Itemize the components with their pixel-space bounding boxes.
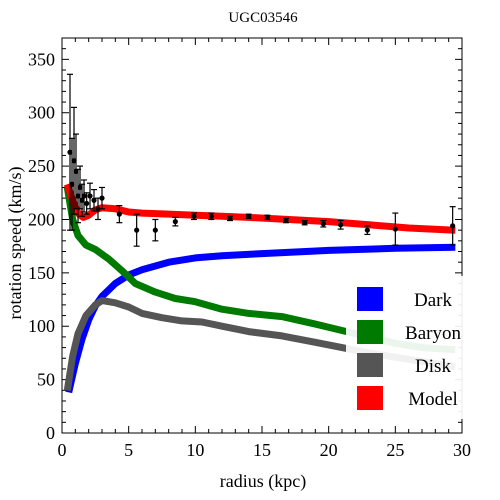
x-tick-label: 25 [386,440,404,460]
legend-swatch-disk [357,353,383,377]
observation-point [191,213,197,219]
legend-swatch-model [357,386,383,410]
legend-label-dark: Dark [414,290,452,311]
legend-swatch-baryon [357,320,383,344]
observation-point [364,227,370,233]
series-line-dark [65,243,456,394]
x-tick-label: 30 [453,440,471,460]
observation-point [320,221,326,227]
observation-point [134,227,140,233]
observation-point [172,219,178,225]
y-tick-label: 0 [46,423,55,443]
y-tick-label: 50 [37,370,55,390]
legend-label-model: Model [408,389,458,410]
y-tick-label: 200 [28,209,55,229]
observation-point [338,222,344,228]
y-tick-label: 300 [28,103,55,123]
observation-point [116,211,122,217]
series-line-model [63,183,456,234]
observation-point [227,215,233,222]
y-tick-label: 150 [28,263,55,283]
x-tick-label: 20 [320,440,338,460]
observation-point [73,168,79,175]
y-axis-label: rotation speed (km/s) [5,167,26,320]
y-tick-label: 350 [28,49,55,69]
observation-point [264,214,270,220]
observation-point [69,181,75,187]
observation-point [246,213,252,219]
observation-point [77,184,83,191]
observation-point [392,226,398,232]
observation-point [302,220,308,226]
observation-point [95,206,101,212]
x-tick-label: 0 [58,440,67,460]
observation-point [99,195,105,201]
observation-point [87,193,93,199]
y-tick-label: 250 [28,156,55,176]
observation-point [450,223,456,229]
x-tick-label: 10 [186,440,204,460]
observation-point [75,193,81,199]
observation-point [71,158,77,164]
legend-label-disk: Disk [415,356,451,377]
x-tick-label: 15 [253,440,271,460]
observation-point [152,227,158,233]
x-tick-label: 5 [124,440,133,460]
observation-point [208,213,214,219]
observation-point [67,149,73,155]
observation-point [79,197,85,203]
legend: Dark Baryon Disk Model [346,276,464,419]
x-axis-label: radius (kpc) [220,471,306,492]
observation-point [283,217,289,224]
y-tick-label: 100 [28,316,55,336]
observation-point [91,197,97,203]
legend-label-baryon: Baryon [405,323,461,344]
observation-point [84,200,90,207]
observation-point [81,193,87,199]
chart-title: UGC03546 [228,10,298,26]
legend-swatch-dark [357,287,383,311]
